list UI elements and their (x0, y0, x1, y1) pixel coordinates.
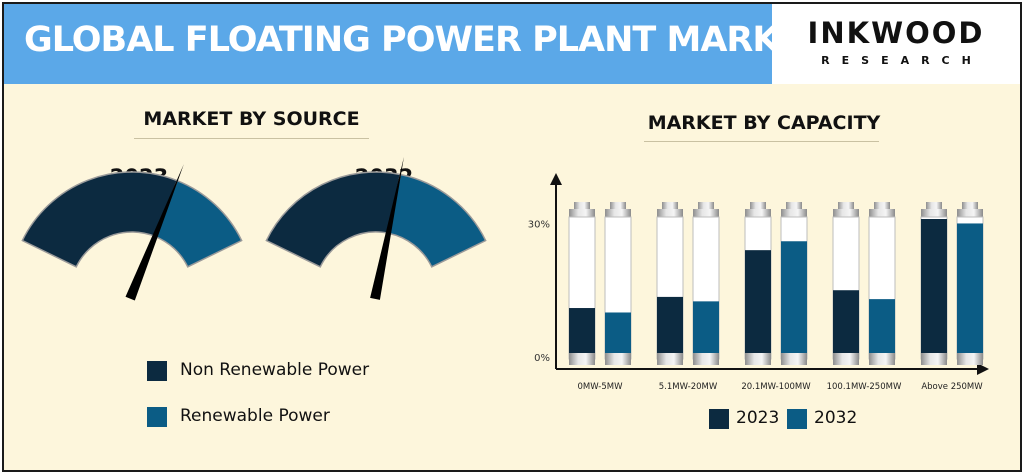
bar-0mw-5mw-2023 (569, 308, 595, 359)
legend-swatch-2023 (709, 409, 729, 429)
tube-top-100-1mw-250mw-2032 (869, 209, 895, 217)
legend-label-2032: 2032 (814, 408, 858, 428)
bar-above-250mw-2023 (921, 219, 947, 359)
logo-subtitle: RESEARCH (821, 54, 983, 67)
tube-base-5-1mw-20mw-2032 (693, 353, 719, 365)
y-tick-label: 30% (528, 219, 550, 230)
tube-base-20-1mw-100mw-2023 (745, 353, 771, 365)
tube-base-20-1mw-100mw-2032 (781, 353, 807, 365)
gauge-slice-2032-non-renewable-power (265, 171, 402, 268)
tube-top-above-250mw-2023 (921, 209, 947, 217)
bar-100-1mw-250mw-2032 (869, 299, 895, 359)
title-banner: GLOBAL FLOATING POWER PLANT MARKET 2024-… (4, 4, 1020, 84)
tube-base-0mw-5mw-2023 (569, 353, 595, 365)
category-label-20-1mw-100mw: 20.1MW-100MW (741, 382, 811, 392)
category-label-above-250mw: Above 250MW (921, 382, 983, 392)
tube-top-20-1mw-100mw-2023 (745, 209, 771, 217)
tube-base-0mw-5mw-2032 (605, 353, 631, 365)
tube-base-above-250mw-2023 (921, 353, 947, 365)
bar-5-1mw-20mw-2023 (657, 296, 683, 359)
category-label-100-1mw-250mw: 100.1MW-250MW (827, 382, 902, 392)
y-tick-label: 0% (534, 353, 550, 364)
capacity-bar-chart: 0% 30% 0MW-5MW 5.1MW-20MW 20.1MW-100MW 100.1… (528, 173, 989, 392)
tube-base-above-250mw-2032 (957, 353, 983, 365)
category-label-5-1mw-20mw: 5.1MW-20MW (659, 382, 718, 392)
gauge-needle-2032 (370, 156, 404, 300)
bar-20-1mw-100mw-2023 (745, 250, 771, 359)
capacity-section-rule (644, 141, 879, 142)
gauge-slice-2032-renewable-power (387, 173, 487, 268)
capacity-section-title: MARKET BY CAPACITY (647, 112, 881, 134)
legend-swatch-2032 (787, 409, 807, 429)
tube-base-100-1mw-250mw-2023 (833, 353, 859, 365)
gauge-slice-2023-non-renewable-power (21, 171, 179, 268)
tube-top-20-1mw-100mw-2032 (781, 209, 807, 217)
tube-top-5-1mw-20mw-2023 (657, 209, 683, 217)
legend-label-renewable: Renewable Power (180, 406, 330, 426)
gauge-needle-2023 (125, 163, 184, 301)
gauge-2023: 2023 (21, 163, 243, 301)
source-section-rule (134, 138, 369, 139)
brand-logo: INKWOOD RESEARCH (772, 4, 1020, 84)
tube-base-100-1mw-250mw-2032 (869, 353, 895, 365)
tube-top-5-1mw-20mw-2032 (693, 209, 719, 217)
legend-swatch-nonrenewable (147, 361, 167, 381)
gauge-slice-2023-renewable-power (154, 179, 243, 268)
bar-0mw-5mw-2032 (605, 312, 631, 359)
gauge-2032: 2032 (265, 156, 487, 300)
tube-top-100-1mw-250mw-2023 (833, 209, 859, 217)
bar-100-1mw-250mw-2023 (833, 290, 859, 359)
legend-label-2023: 2023 (736, 408, 780, 428)
category-label-0mw-5mw: 0MW-5MW (577, 382, 623, 392)
tube-top-0mw-5mw-2023 (569, 209, 595, 217)
bar-20-1mw-100mw-2032 (781, 241, 807, 359)
bar-5-1mw-20mw-2032 (693, 301, 719, 359)
tube-top-above-250mw-2032 (957, 209, 983, 217)
tube-base-5-1mw-20mw-2023 (657, 353, 683, 365)
tube-top-0mw-5mw-2032 (605, 209, 631, 217)
legend-label-nonrenewable: Non Renewable Power (180, 360, 370, 380)
source-section-title: MARKET BY SOURCE (143, 108, 360, 130)
logo-wordmark: INKWOOD (807, 16, 985, 50)
y-axis-arrow (550, 173, 562, 185)
legend-swatch-renewable (147, 407, 167, 427)
bar-above-250mw-2032 (957, 223, 983, 359)
x-axis-arrow (977, 363, 989, 375)
source-gauges: 2023 2032 (21, 156, 487, 301)
